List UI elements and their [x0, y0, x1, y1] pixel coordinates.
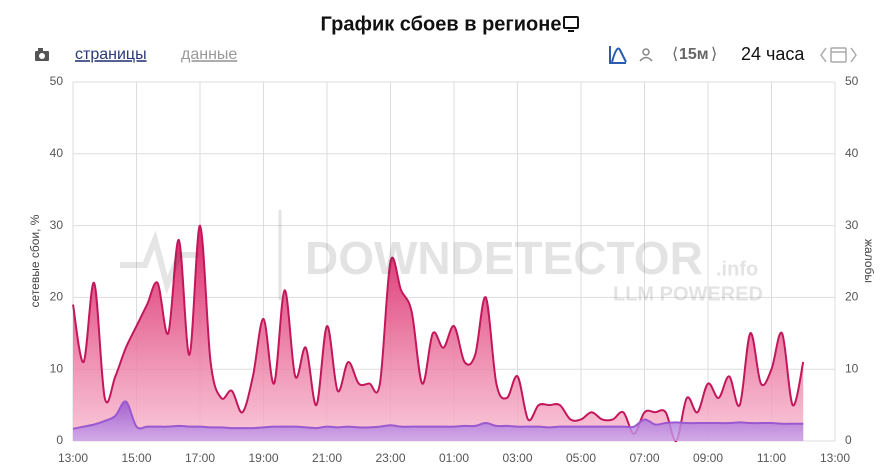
y-tick-label: 50	[50, 74, 64, 88]
range[interactable]: 24 часа	[741, 44, 805, 64]
x-tick-label: 23:00	[375, 451, 405, 465]
y-tick-label: 40	[50, 146, 64, 160]
pages-tab[interactable]: страницы	[75, 46, 147, 63]
x-tick-label: 17:00	[185, 451, 215, 465]
y-tick-label: 30	[50, 218, 64, 232]
x-tick-label: 05:00	[566, 451, 596, 465]
y2-tick-label: 30	[845, 218, 859, 232]
y2-tick-label: 50	[845, 74, 859, 88]
watermark: DOWNDETECTOR .info LLM POWERED	[120, 210, 763, 305]
y2-tick-label: 20	[845, 290, 859, 304]
y2-axis-label: жалобы	[862, 239, 876, 283]
x-tick-label: 13:00	[820, 451, 850, 465]
area	[73, 401, 804, 441]
x-tick-label: 13:00	[58, 451, 88, 465]
user-icon[interactable]	[639, 48, 653, 62]
chart-title: График сбоев в регионе	[321, 13, 562, 35]
plot-area: 0 10 20 30 40 50 0 10 20 30 40 50 13:00 15:00 17:00 19:…	[50, 74, 859, 465]
x-tick-label: 01:00	[439, 451, 469, 465]
y-tick-label: 0	[56, 433, 63, 447]
x-tick-label: 19:00	[248, 451, 278, 465]
monitor-icon	[563, 16, 579, 32]
y2-tick-label: 10	[845, 361, 859, 375]
x-tick-label: 21:00	[312, 451, 342, 465]
y2-tick-label: 0	[845, 433, 852, 447]
interval[interactable]: 15м	[679, 46, 709, 63]
interval-next[interactable]: ⟩	[711, 46, 717, 63]
x-tick-label: 11:00	[757, 451, 786, 465]
x-tick-label: 03:00	[502, 451, 532, 465]
line	[72, 400, 804, 430]
calendar-icon[interactable]	[820, 47, 857, 63]
x-tick-label: 07:00	[629, 451, 659, 465]
data-tab[interactable]: данные	[181, 46, 237, 63]
area	[73, 225, 804, 442]
camera-icon[interactable]	[35, 48, 49, 61]
y2-tick-label: 40	[845, 146, 859, 160]
y-tick-label: 10	[50, 361, 64, 375]
area-mode-icon[interactable]	[609, 46, 627, 64]
watermark-tagline: LLM POWERED	[613, 283, 763, 305]
interval-prev[interactable]: ⟨	[672, 46, 678, 63]
y-tick-label: 20	[50, 290, 64, 304]
y-axis-label: сетевые сбои, %	[28, 214, 42, 307]
watermark-suffix: .info	[716, 258, 758, 280]
watermark-brand: DOWNDETECTOR	[305, 232, 703, 284]
x-tick-label: 09:00	[693, 451, 723, 465]
x-tick-label: 15:00	[121, 451, 151, 465]
